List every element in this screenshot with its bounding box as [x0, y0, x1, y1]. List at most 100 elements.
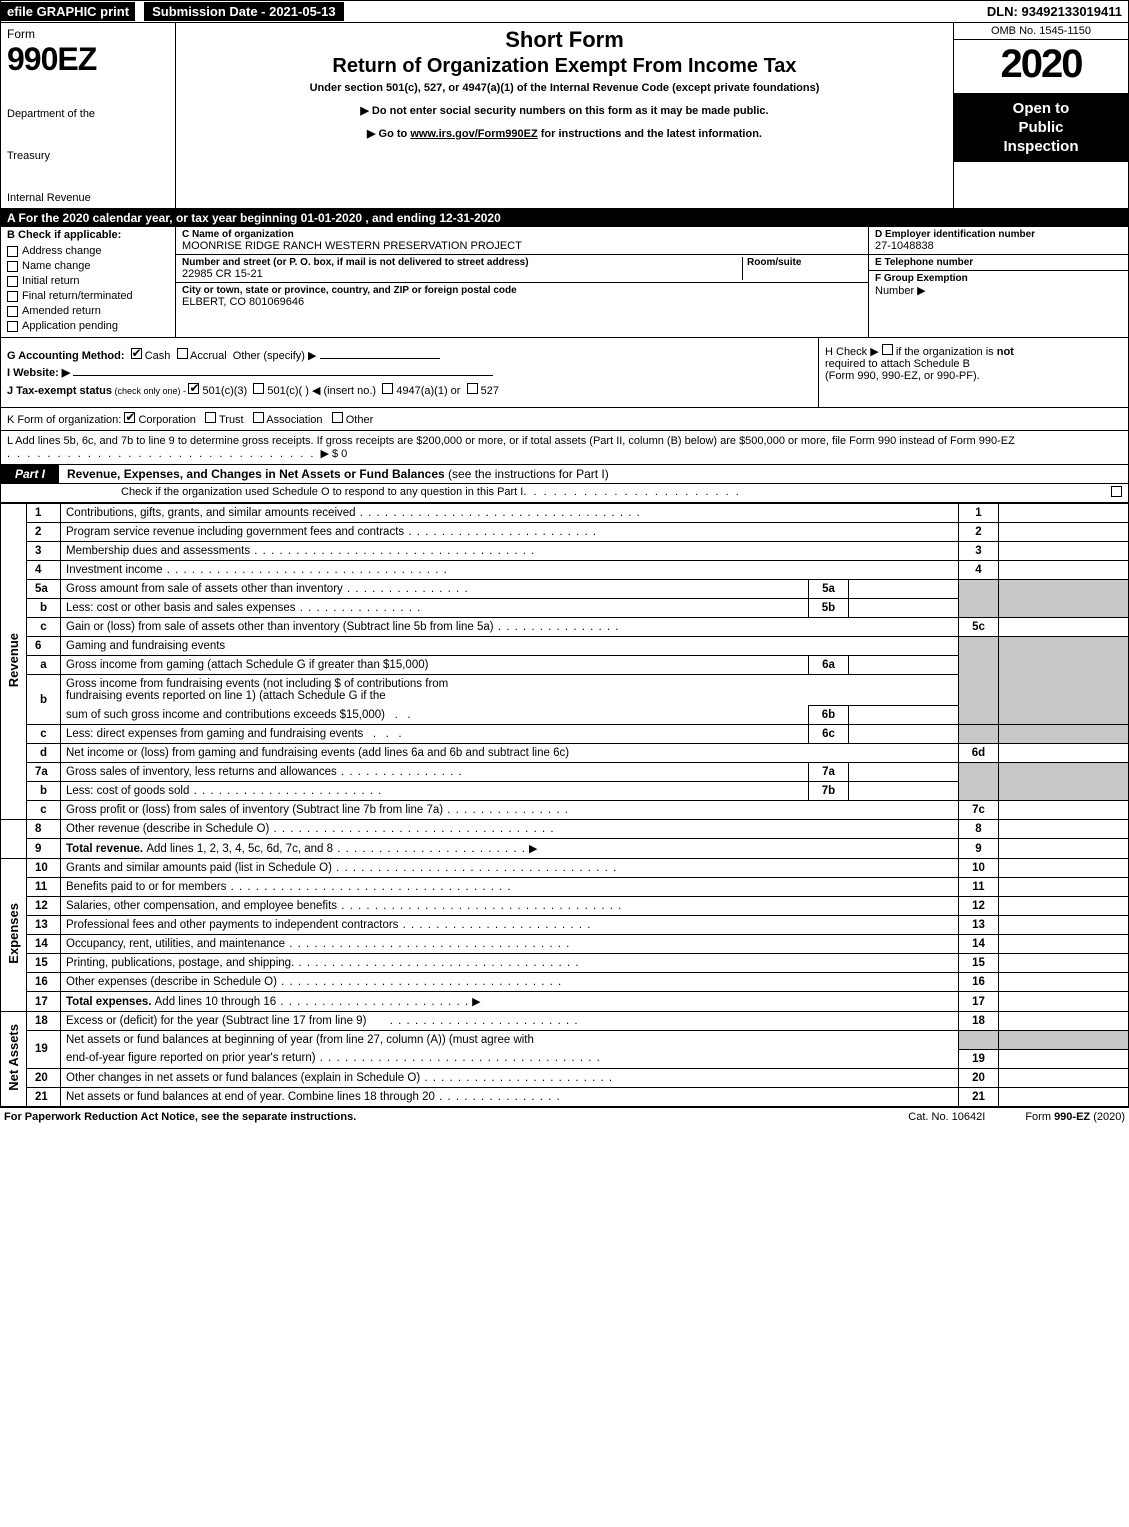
line-18-desc: Excess or (deficit) for the year (Subtra…	[66, 1015, 366, 1027]
footer-left: For Paperwork Reduction Act Notice, see …	[4, 1111, 356, 1123]
section-j: J Tax-exempt status (check only one) - 5…	[7, 383, 812, 397]
ein-label: D Employer identification number	[875, 229, 1122, 240]
table-row: c Gain or (loss) from sale of assets oth…	[1, 618, 1129, 637]
street-label: Number and street (or P. O. box, if mail…	[182, 257, 742, 268]
line-3-val	[999, 542, 1129, 561]
checkbox-accrual[interactable]	[177, 348, 188, 359]
room-label: Room/suite	[747, 257, 862, 268]
checkbox-amended-return[interactable]	[7, 306, 18, 317]
h-post: if the organization is	[893, 346, 997, 358]
top-bar: efile GRAPHIC print Submission Date - 20…	[0, 0, 1129, 23]
table-row: 9 Total revenue. Add lines 1, 2, 3, 4, 5…	[1, 839, 1129, 859]
line-11-val	[999, 878, 1129, 897]
table-row: 6 Gaming and fundraising events	[1, 637, 1129, 656]
table-row: 14 Occupancy, rent, utilities, and maint…	[1, 935, 1129, 954]
line-13-val	[999, 916, 1129, 935]
label-other-org: Other	[346, 414, 374, 426]
table-row: 21 Net assets or fund balances at end of…	[1, 1087, 1129, 1106]
under-section: Under section 501(c), 527, or 4947(a)(1)…	[182, 82, 947, 94]
check-o-box[interactable]	[1104, 486, 1122, 500]
line-14-desc: Occupancy, rent, utilities, and maintena…	[66, 938, 285, 950]
irs-link[interactable]: www.irs.gov/Form990EZ	[410, 128, 537, 140]
line-7b-desc: Less: cost of goods sold	[66, 785, 189, 797]
checkbox-name-change[interactable]	[7, 261, 18, 272]
part-1-header: Part I Revenue, Expenses, and Changes in…	[0, 465, 1129, 484]
website-input[interactable]	[73, 375, 493, 376]
l-dots: . . . . . . . . . . . . . . . . . . . . …	[7, 448, 320, 460]
checkbox-cash[interactable]	[131, 348, 142, 359]
misc-left: G Accounting Method: Cash Accrual Other …	[1, 338, 818, 407]
shade-cell	[959, 763, 999, 801]
checkbox-501c[interactable]	[253, 383, 264, 394]
label-application-pending: Application pending	[22, 320, 118, 332]
checkbox-final-return[interactable]	[7, 291, 18, 302]
other-specify-input[interactable]	[320, 358, 440, 359]
line-5a-val	[849, 580, 959, 599]
footer-cat-no: Cat. No. 10642I	[908, 1111, 985, 1123]
city-label: City or town, state or province, country…	[182, 285, 862, 296]
checkbox-application-pending[interactable]	[7, 321, 18, 332]
table-row: 11 Benefits paid to or for members 11	[1, 878, 1129, 897]
checkbox-527[interactable]	[467, 383, 478, 394]
checkbox-other-org[interactable]	[332, 412, 343, 423]
line-5b-desc: Less: cost or other basis and sales expe…	[66, 602, 296, 614]
tax-year: 2020	[954, 40, 1128, 94]
checkbox-h[interactable]	[882, 344, 893, 355]
checkbox-corporation[interactable]	[124, 412, 135, 423]
line-9-val	[999, 839, 1129, 859]
checkbox-501c3[interactable]	[188, 383, 199, 394]
checkbox-initial-return[interactable]	[7, 276, 18, 287]
line-20-desc: Other changes in net assets or fund bala…	[66, 1072, 420, 1084]
table-row: 19 Net assets or fund balances at beginn…	[1, 1031, 1129, 1050]
table-row: 12 Salaries, other compensation, and emp…	[1, 897, 1129, 916]
label-527: 527	[481, 385, 499, 397]
check-o-text: Check if the organization used Schedule …	[121, 486, 523, 500]
section-l: L Add lines 5b, 6c, and 7b to line 9 to …	[0, 431, 1129, 465]
table-row: Revenue 1 Contributions, gifts, grants, …	[1, 504, 1129, 523]
checkbox-trust[interactable]	[205, 412, 216, 423]
checkbox-4947a1[interactable]	[382, 383, 393, 394]
omb-number: OMB No. 1545-1150	[954, 23, 1128, 40]
line-5a-desc: Gross amount from sale of assets other t…	[66, 583, 343, 595]
vtab-net-assets: Net Assets	[1, 1012, 27, 1107]
section-b: B Check if applicable: Address change Na…	[1, 227, 176, 337]
check-o-dots: . . . . . . . . . . . . . . . . . . . . …	[523, 486, 1074, 500]
footer-form-ref: Form 990-EZ (2020)	[1025, 1111, 1125, 1123]
line-12-desc: Salaries, other compensation, and employ…	[66, 900, 337, 912]
table-row: 2 Program service revenue including gove…	[1, 523, 1129, 542]
goto-pre: ▶ Go to	[367, 128, 410, 140]
city-value: ELBERT, CO 801069646	[182, 296, 862, 308]
checkbox-address-change[interactable]	[7, 246, 18, 257]
label-association: Association	[266, 414, 322, 426]
goto-post: for instructions and the latest informat…	[538, 128, 762, 140]
shade-cell	[999, 580, 1129, 618]
part-1-table: Revenue 1 Contributions, gifts, grants, …	[0, 503, 1129, 1107]
line-5c-desc: Gain or (loss) from sale of assets other…	[66, 621, 494, 633]
label-accrual: Accrual	[190, 350, 227, 362]
dept-line-2: Treasury	[7, 150, 169, 162]
line-6b-desc: Gross income from fundraising events (no…	[61, 675, 959, 706]
org-name-value: MOONRISE RIDGE RANCH WESTERN PRESERVATIO…	[182, 240, 862, 252]
section-g: G Accounting Method: Cash Accrual Other …	[7, 348, 812, 362]
section-a-tax-year: A For the 2020 calendar year, or tax yea…	[0, 209, 1129, 227]
line-10-val	[999, 859, 1129, 878]
line-16-desc: Other expenses (describe in Schedule O)	[66, 976, 277, 988]
k-label: K Form of organization:	[7, 414, 124, 426]
section-i: I Website: ▶	[7, 366, 812, 379]
section-c: C Name of organization MOONRISE RIDGE RA…	[176, 227, 868, 337]
line-6d-val	[999, 744, 1129, 763]
line-17-desc: Add lines 10 through 16	[155, 996, 276, 1008]
label-name-change: Name change	[22, 260, 91, 272]
table-row: 3 Membership dues and assessments 3	[1, 542, 1129, 561]
open-line-1: Open to	[958, 100, 1124, 119]
header-left: Form 990EZ Department of the Treasury In…	[1, 23, 176, 208]
efile-graphic-print[interactable]: efile GRAPHIC print	[1, 2, 135, 21]
checkbox-association[interactable]	[253, 412, 264, 423]
phone-label: E Telephone number	[875, 257, 1122, 268]
line-5c-val	[999, 618, 1129, 637]
table-row: 4 Investment income 4	[1, 561, 1129, 580]
line-5b-val	[849, 599, 959, 618]
vtab-revenue: Revenue	[1, 504, 27, 820]
line-13-desc: Professional fees and other payments to …	[66, 919, 398, 931]
info-right: D Employer identification number 27-1048…	[868, 227, 1128, 337]
